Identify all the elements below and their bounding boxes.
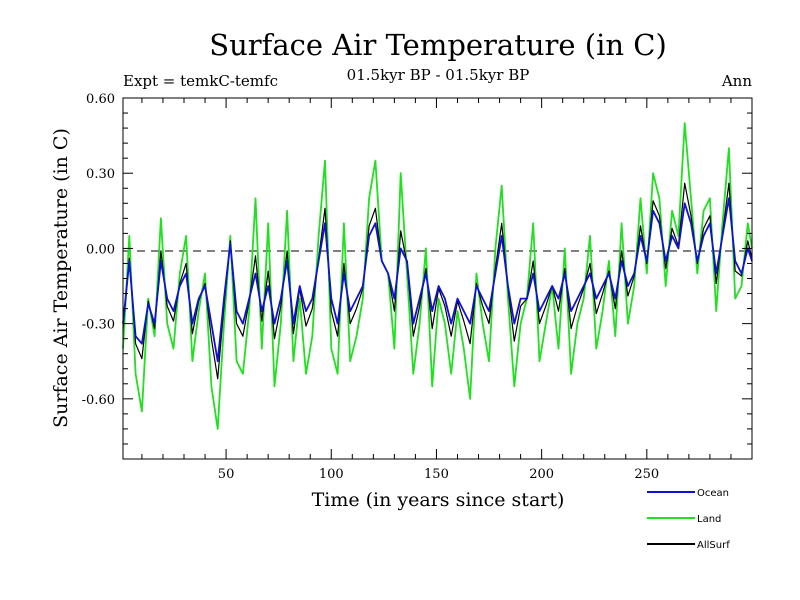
y-axis-label: Surface Air Temperature (in C) bbox=[50, 128, 72, 428]
y-tick-label: 0.60 bbox=[86, 92, 115, 107]
legend-label-ocean: Ocean bbox=[697, 488, 729, 499]
series-line-ocean bbox=[122, 197, 753, 363]
x-tick-label: 100 bbox=[319, 467, 344, 482]
chart-subtitle: 01.5kyr BP - 01.5kyr BP bbox=[347, 66, 530, 84]
plot-area: 50 100 150 200 250 0.60 0.30 0.00 -0.30 -0.60 bbox=[82, 92, 753, 482]
chart-title: Surface Air Temperature (in C) bbox=[209, 28, 667, 62]
y-tick-label: -0.60 bbox=[82, 393, 115, 408]
series-layer bbox=[122, 122, 753, 430]
x-tick-label: 50 bbox=[218, 467, 235, 482]
y-tick-label: -0.30 bbox=[82, 318, 115, 333]
experiment-label: Expt = temkC-temfc bbox=[123, 72, 278, 90]
ticks-layer: 50 100 150 200 250 0.60 0.30 0.00 -0.30 -0.60 bbox=[82, 92, 752, 482]
season-label: Ann bbox=[721, 72, 752, 90]
legend: Ocean Land AllSurf bbox=[647, 488, 730, 551]
y-tick-label: 0.30 bbox=[86, 167, 115, 182]
y-tick-label: 0.00 bbox=[86, 242, 115, 257]
x-axis-label: Time (in years since start) bbox=[312, 489, 565, 511]
legend-label-allsurf: AllSurf bbox=[697, 540, 730, 551]
x-tick-label: 200 bbox=[529, 467, 554, 482]
legend-label-land: Land bbox=[697, 514, 721, 525]
x-tick-label: 250 bbox=[634, 467, 659, 482]
x-tick-label: 150 bbox=[424, 467, 449, 482]
